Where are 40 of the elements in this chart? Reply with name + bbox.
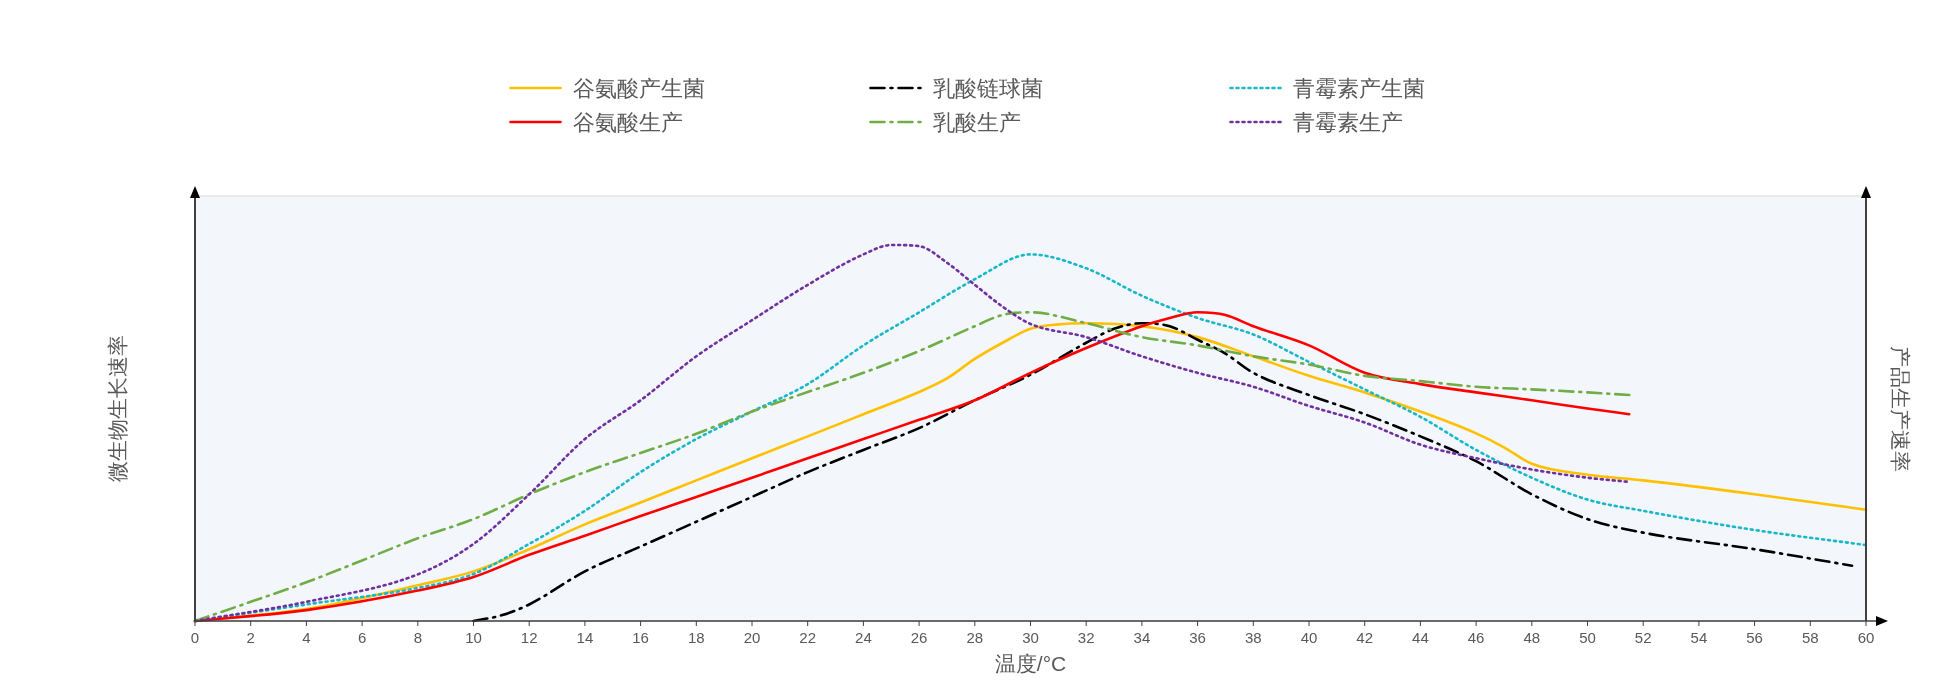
x-tick-label: 44	[1412, 629, 1429, 646]
x-tick-label: 14	[576, 629, 594, 646]
y-axis-title: 微生物生长速率	[106, 335, 129, 482]
x-tick-label: 2	[246, 629, 255, 646]
x-tick-label: 28	[966, 629, 984, 646]
x-tick-label: 52	[1634, 629, 1652, 646]
x-tick-label: 42	[1356, 629, 1374, 646]
x-tick-label: 38	[1244, 629, 1262, 646]
x-tick-label: 10	[465, 629, 482, 646]
x-tick-label: 58	[1801, 629, 1819, 646]
x-tick-label: 32	[1077, 629, 1095, 646]
legend-label: 乳酸生产	[932, 110, 1021, 135]
legend-label: 青霉素生产	[1292, 110, 1403, 135]
x-tick-label: 24	[855, 629, 872, 646]
legend-label: 谷氨酸生产	[572, 110, 683, 135]
x-tick-label: 18	[687, 629, 705, 646]
x-tick-label: 46	[1467, 629, 1485, 646]
x-tick-label: 8	[413, 629, 422, 646]
x-tick-label: 50	[1579, 629, 1596, 646]
y2-axis-title: 产品生产速率	[1889, 345, 1912, 472]
x-tick-label: 22	[799, 629, 817, 646]
x-tick-label: 36	[1189, 629, 1206, 646]
x-tick-label: 48	[1523, 629, 1541, 646]
x-tick-label: 16	[632, 629, 649, 646]
x-tick-label: 60	[1857, 629, 1875, 646]
x-tick-label: 20	[743, 629, 761, 646]
x-tick-label: 56	[1746, 629, 1763, 646]
x-tick-label: 12	[520, 629, 538, 646]
legend-label: 青霉素产生菌	[1292, 76, 1425, 101]
x-tick-label: 54	[1690, 629, 1708, 646]
x-tick-label: 30	[1022, 629, 1039, 646]
legend-label: 乳酸链球菌	[932, 76, 1043, 101]
x-tick-label: 0	[190, 629, 200, 646]
x-tick-label: 6	[357, 629, 367, 646]
x-tick-label: 40	[1300, 629, 1318, 646]
x-tick-label: 26	[910, 629, 928, 646]
x-tick-label: 34	[1133, 629, 1151, 646]
x-axis-title: 温度/°C	[994, 652, 1067, 675]
x-tick-label: 4	[302, 629, 311, 646]
legend-label: 谷氨酸产生菌	[572, 76, 705, 101]
